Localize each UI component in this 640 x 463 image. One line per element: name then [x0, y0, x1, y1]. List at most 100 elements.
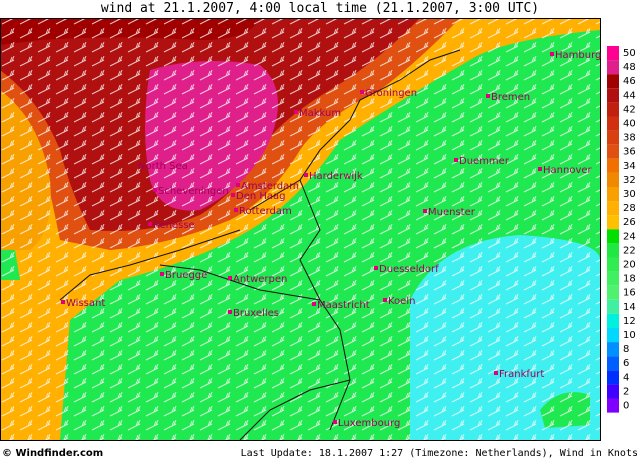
- place-label: Hannover: [543, 165, 593, 176]
- scale-swatch: [607, 285, 619, 300]
- scale-label: 20: [623, 260, 636, 271]
- place-marker: [486, 94, 490, 98]
- place-marker: [153, 188, 157, 192]
- scale-label: 22: [623, 245, 636, 256]
- place-label: Makkum: [299, 108, 341, 119]
- place-marker: [304, 173, 308, 177]
- scale-label: 36: [623, 147, 636, 158]
- place-label: Bremen: [491, 92, 530, 103]
- place-marker: [312, 302, 316, 306]
- title: wind at 21.1.2007, 4:00 local time (21.1…: [101, 1, 539, 16]
- place-label: Duemmer: [459, 156, 510, 167]
- scale-label: 12: [623, 316, 636, 327]
- scale-label: 18: [623, 274, 636, 285]
- places: Hamburg Bremen Groningen Makkum North Sea Due…: [61, 50, 601, 429]
- brand: © Windfinder.com: [2, 448, 103, 459]
- map-frame: [0, 18, 601, 441]
- scale-label: 32: [623, 175, 636, 186]
- scale-label: 48: [623, 62, 636, 73]
- scale-label: 30: [623, 189, 636, 200]
- scale-swatch: [607, 130, 619, 145]
- scale-label: 50: [623, 48, 636, 59]
- place-marker: [538, 167, 542, 171]
- place-label: Wissant: [66, 298, 105, 309]
- scale-label: 26: [623, 217, 636, 228]
- scale-label: 4: [623, 372, 629, 383]
- place-label: Antwerpen: [233, 274, 287, 285]
- place-label: Den Haag: [236, 191, 286, 202]
- place-label: Bruegge: [165, 270, 207, 281]
- place-marker: [423, 209, 427, 213]
- place-label: Scheveningen: [158, 186, 229, 197]
- place-marker: [494, 371, 498, 375]
- scale-label: 16: [623, 288, 636, 299]
- scale-label: 42: [623, 104, 636, 115]
- place-label: Rotterdam: [239, 206, 292, 217]
- scale-label: 14: [623, 302, 636, 313]
- scale-label: 6: [623, 358, 629, 369]
- place-label: Amsterdam: [241, 181, 299, 192]
- scale-swatch: [607, 356, 619, 371]
- place-label: Maastricht: [317, 300, 370, 311]
- scale-swatch: [607, 229, 619, 244]
- place-marker: [383, 298, 387, 302]
- place-marker: [148, 222, 152, 226]
- place-marker: [160, 272, 164, 276]
- scale-swatch: [607, 102, 619, 117]
- place-marker: [454, 158, 458, 162]
- place-marker: [360, 90, 364, 94]
- scale-label: 40: [623, 119, 636, 130]
- scale-swatch: [607, 60, 619, 75]
- place-marker: [236, 183, 240, 187]
- scale-label: 38: [623, 133, 636, 144]
- place-label: Koeln: [388, 296, 415, 307]
- place-marker: [374, 266, 378, 270]
- scale-swatch: [607, 328, 619, 343]
- scale-swatch: [607, 46, 619, 61]
- scale-swatch: [607, 187, 619, 202]
- place-marker: [294, 110, 298, 114]
- place-marker: [550, 52, 554, 56]
- place-marker: [333, 420, 337, 424]
- wind-field: [0, 18, 600, 440]
- scale-label: 28: [623, 203, 636, 214]
- scale-label: 2: [623, 386, 629, 397]
- scale-swatch: [607, 116, 619, 131]
- scale-swatch: [607, 172, 619, 187]
- scale-swatch: [607, 201, 619, 216]
- scale-label: 10: [623, 330, 636, 341]
- scale-swatch: [607, 257, 619, 272]
- scale-label: 34: [623, 161, 636, 172]
- scale-swatch: [607, 313, 619, 328]
- scale-swatch: [607, 398, 619, 413]
- place-label: Groningen: [365, 88, 417, 99]
- place-label: Muenster: [428, 207, 476, 218]
- scale-label: 8: [623, 344, 629, 355]
- place-label: Bruxelles: [233, 308, 279, 319]
- scale-swatch: [607, 370, 619, 385]
- scale-swatch: [607, 144, 619, 159]
- scale-swatch: [607, 271, 619, 286]
- scale-label: 24: [623, 231, 636, 242]
- scale-swatch: [607, 243, 619, 258]
- place-marker: [234, 208, 238, 212]
- scale-label: 44: [623, 90, 636, 101]
- scale-label: 0: [623, 401, 629, 412]
- place-label: North Sea: [138, 161, 188, 172]
- place-label: Frankfurt: [499, 369, 544, 380]
- place-marker: [231, 193, 235, 197]
- scale-swatch: [607, 88, 619, 103]
- update-note: Last Update: 18.1.2007 1:27 (Timezone: N…: [241, 448, 638, 459]
- scale-label: 46: [623, 76, 636, 87]
- scale-swatch: [607, 384, 619, 399]
- scale-swatch: [607, 215, 619, 230]
- place-label: Renesse: [153, 220, 195, 231]
- place-label: Hamburg: [555, 50, 601, 61]
- scale-swatch: [607, 158, 619, 173]
- place-marker: [61, 300, 65, 304]
- place-label: Duesseldorf: [379, 264, 439, 275]
- scale-swatch: [607, 74, 619, 89]
- place-label: Harderwijk: [309, 171, 363, 182]
